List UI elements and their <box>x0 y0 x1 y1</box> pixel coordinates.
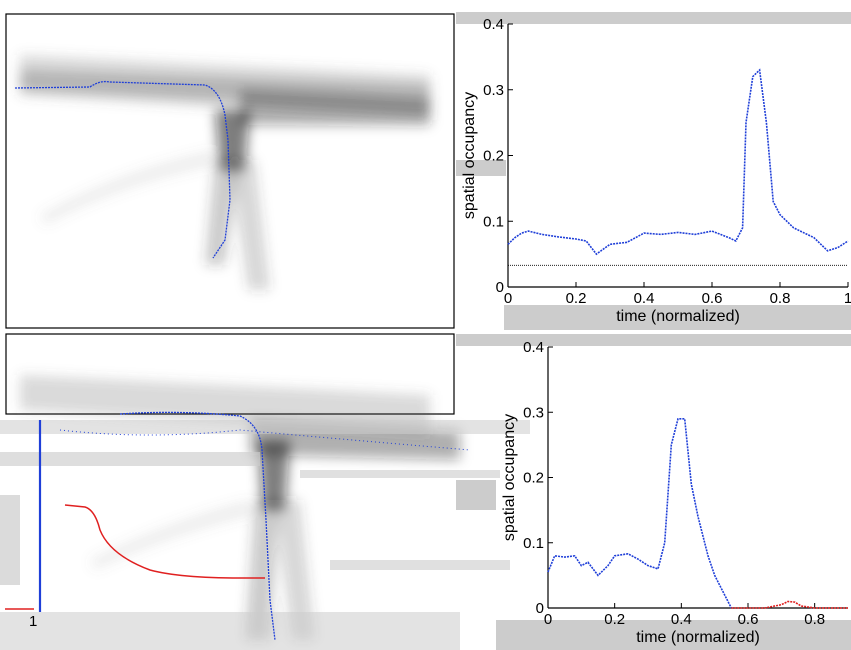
x-tick-label: 0.8 <box>770 290 791 307</box>
plot-area <box>548 347 848 608</box>
y-tick-label: 0 <box>496 279 504 296</box>
bottom-occupancy-chart: 0 0.1 0.2 0.3 0.4 0 0.2 0.4 0.6 0.8 time (normaliz… <box>501 339 848 646</box>
top-occupancy-map <box>5 13 455 329</box>
glitch-band-2 <box>0 452 260 466</box>
series-line-1 <box>731 600 848 609</box>
series-line-0 <box>507 68 849 256</box>
glitch-band-1 <box>0 420 530 434</box>
glitch-band-5 <box>330 560 510 570</box>
y-tick-label: 0.4 <box>483 16 504 33</box>
y-tick-label: 0 <box>536 600 544 617</box>
top-map-trajectory <box>14 80 231 259</box>
glitch-band-3 <box>300 470 500 478</box>
bottom-map-trajectory-2 <box>59 429 471 451</box>
glitch-band-4 <box>0 495 20 585</box>
x-tick-label: 0.2 <box>604 611 625 628</box>
x-axis-label: time (normalized) <box>616 308 740 325</box>
bottom-occupancy-map: 1 <box>0 333 530 650</box>
y-tick-label: 0.2 <box>483 148 504 165</box>
y-tick-label: 0.1 <box>483 213 504 230</box>
x-tick-label: 0.8 <box>804 611 825 628</box>
y-tick-label: 0.4 <box>523 339 544 356</box>
x-tick-label: 0.6 <box>702 290 723 307</box>
bottom-map-edge-label: 1 <box>29 613 37 630</box>
x-tick-label: 0.6 <box>738 611 759 628</box>
bottom-map-red-path <box>64 504 265 579</box>
x-axis-label: time (normalized) <box>636 629 760 646</box>
y-tick-label: 0.3 <box>483 82 504 99</box>
x-tick-label: 0.2 <box>566 290 587 307</box>
x-tick-label: 0.4 <box>634 290 655 307</box>
right-glitch-bands <box>456 12 851 650</box>
bottom-map-trajectory <box>119 411 276 641</box>
x-tick-label: 0 <box>504 290 512 307</box>
x-tick-label: 1 <box>844 290 851 307</box>
y-axis-label: spatial occupancy <box>501 414 518 541</box>
plot-area <box>508 24 848 287</box>
y-tick-label: 0.3 <box>523 404 544 421</box>
glitch-band-6 <box>0 612 460 650</box>
top-occupancy-chart: 0 0.1 0.2 0.3 0.4 0 0.2 0.4 0.6 0.8 1 time (normali… <box>461 16 851 325</box>
x-tick-label: 0.4 <box>671 611 692 628</box>
y-tick-label: 0.1 <box>523 535 544 552</box>
series-line-0 <box>547 418 733 609</box>
x-tick-label: 0 <box>544 611 552 628</box>
y-axis-label: spatial occupancy <box>461 92 478 219</box>
y-tick-label: 0.2 <box>523 470 544 487</box>
